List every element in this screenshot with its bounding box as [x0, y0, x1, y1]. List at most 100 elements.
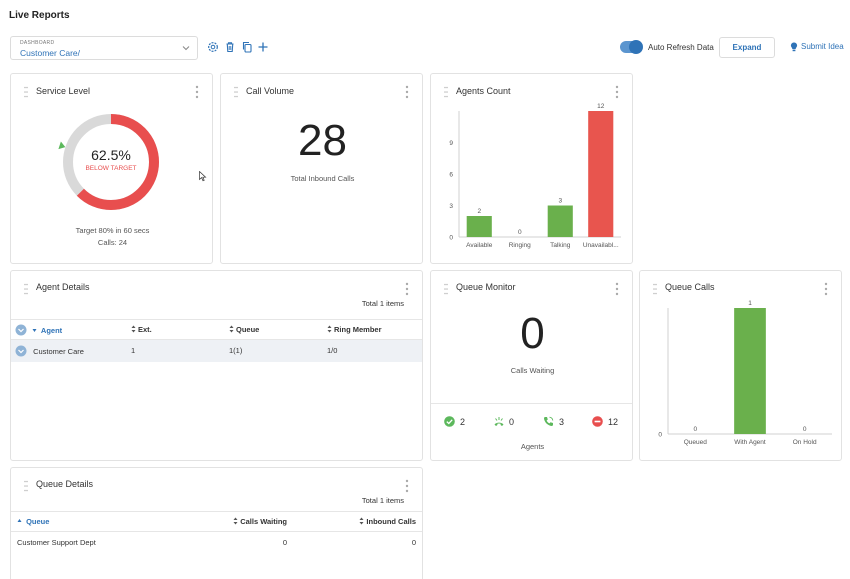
agents-count-card: Agents Count 0 3 6 9 2 Available 0 Ringing 3 Talk… [430, 73, 633, 264]
call-volume-card: Call Volume 28 Total Inbound Calls [220, 73, 423, 264]
gear-icon[interactable] [207, 41, 219, 53]
more-options-icon[interactable] [405, 85, 409, 99]
bar-value-label: 3 [558, 198, 562, 205]
col-header-agent[interactable]: Agent [11, 319, 131, 340]
gauge-value-arc [63, 114, 159, 210]
toggle-knob [629, 40, 643, 54]
x-tick-label: Available [466, 242, 493, 249]
agent-details-table: Agent Ext. Queue Ring Member Customer Ca… [11, 319, 422, 362]
available-check-icon [444, 416, 455, 427]
sort-asc-icon [17, 519, 22, 522]
queue-calls-card: Queue Calls 0 0 Queued 1 With Agent 0 On Hold [639, 270, 842, 461]
divider [431, 403, 632, 404]
x-tick-label: Unavailabl... [583, 242, 619, 249]
service-level-status: BELOW TARGET [85, 165, 137, 172]
more-options-icon[interactable] [195, 85, 199, 99]
bar [466, 216, 492, 237]
ext-cell: 1 [131, 346, 136, 356]
x-tick-label: Queued [684, 439, 708, 446]
more-options-icon[interactable] [405, 282, 409, 296]
dashboard-select-label: DASHBOARD [20, 40, 55, 46]
col-header-ring-member[interactable]: Ring Member [327, 319, 422, 340]
copy-icon[interactable] [241, 41, 253, 53]
trash-icon[interactable] [224, 41, 236, 53]
drag-handle-icon[interactable] [444, 86, 448, 98]
lightbulb-icon [790, 42, 798, 52]
queue-calls-title: Queue Calls [665, 282, 715, 292]
service-level-calls: Calls: 24 [97, 238, 128, 247]
more-options-icon[interactable] [824, 282, 828, 296]
call-volume-title: Call Volume [246, 86, 295, 96]
table-row[interactable]: Customer Care 1 1(1) 1/0 [11, 339, 422, 362]
queue-monitor-card: Queue Monitor 0 Calls Waiting Agents [430, 270, 633, 461]
agents-count-chart: 0 3 6 9 2 Available 0 Ringing 3 Talking 12 Unavaila… [449, 103, 621, 249]
queue-monitor-caption: Calls Waiting [510, 366, 555, 375]
bar-value-label: 2 [477, 208, 481, 215]
sort-icon [327, 325, 332, 333]
service-level-gauge [58, 114, 159, 210]
drag-handle-icon[interactable] [234, 86, 238, 98]
x-tick-label: Ringing [509, 242, 531, 249]
unavailable-minus-icon [592, 416, 603, 427]
service-level-target: Target 80% in 60 secs [75, 226, 150, 235]
agents-count-title: Agents Count [456, 86, 511, 96]
agent-details-card: Agent Details Total 1 items Agent Ext. Q… [10, 270, 423, 461]
table-row[interactable]: Customer Support Dept 0 0 [11, 532, 422, 554]
drag-handle-icon[interactable] [444, 283, 448, 295]
col-header-queue[interactable]: Queue [11, 511, 191, 532]
add-icon[interactable] [257, 41, 269, 53]
ringing-phone-icon [494, 417, 504, 426]
more-options-icon[interactable] [615, 282, 619, 296]
y-tick-label: 3 [449, 203, 453, 210]
service-level-card: Service Level 62.5% BELOW TARGET Target … [10, 73, 213, 264]
mouse-cursor-icon [199, 171, 207, 182]
more-options-icon[interactable] [405, 479, 409, 493]
dashboard-select[interactable]: DASHBOARD Customer Care/ [10, 36, 198, 60]
talking-phone-icon [544, 416, 554, 426]
more-options-icon[interactable] [615, 85, 619, 99]
drag-handle-icon[interactable] [653, 283, 657, 295]
expand-row-icon[interactable] [15, 345, 27, 357]
drag-handle-icon[interactable] [24, 86, 28, 98]
page-title: Live Reports [9, 10, 70, 21]
queue-monitor-title: Queue Monitor [456, 282, 516, 292]
queue-monitor-agents-label: Agents [520, 442, 545, 451]
bar-value-label: 0 [694, 426, 698, 433]
y-tick-label: 0 [658, 432, 662, 439]
col-header-queue[interactable]: Queue [229, 319, 327, 340]
bar-value-label: 1 [748, 300, 752, 307]
bar-value-label: 0 [518, 229, 522, 236]
drag-handle-icon[interactable] [24, 283, 28, 295]
sort-icon [233, 517, 238, 525]
col-header-ext[interactable]: Ext. [131, 319, 229, 340]
target-marker-icon [58, 141, 66, 150]
collapse-all-icon[interactable] [15, 324, 27, 336]
queue-details-total: Total 1 items [361, 496, 404, 505]
table-header-row: Agent Ext. Queue Ring Member [11, 319, 422, 340]
bar [734, 308, 766, 434]
bar-value-label: 12 [597, 103, 605, 110]
agent-details-title: Agent Details [36, 282, 90, 292]
x-tick-label: Talking [550, 242, 571, 249]
calls-waiting-cell: 0 [282, 538, 287, 548]
submit-idea-link[interactable]: Submit Idea [790, 42, 844, 52]
agent-cell: Customer Care [11, 340, 131, 362]
sort-desc-icon [32, 328, 37, 332]
service-level-percent: 62.5% [91, 147, 131, 163]
queue-details-title: Queue Details [36, 479, 94, 489]
queue-name-cell: Customer Support Dept [17, 538, 96, 548]
submit-idea-label: Submit Idea [801, 42, 844, 51]
drag-handle-icon[interactable] [24, 480, 28, 492]
queue-calls-chart: 0 0 Queued 1 With Agent 0 On Hold [658, 300, 832, 446]
col-header-inbound-calls[interactable]: Inbound Calls [287, 511, 422, 532]
bar [547, 205, 573, 237]
expand-button[interactable]: Expand [719, 37, 775, 58]
auto-refresh-toggle[interactable] [620, 40, 643, 54]
call-volume-caption: Total Inbound Calls [290, 174, 355, 183]
service-level-title: Service Level [36, 86, 91, 96]
ring-member-cell: 1/0 [327, 346, 338, 356]
col-header-calls-waiting[interactable]: Calls Waiting [191, 511, 287, 532]
sort-icon [229, 325, 234, 333]
queue-details-table: Queue Calls Waiting Inbound Calls Custom… [11, 511, 422, 554]
queue-cell: 1(1) [229, 346, 243, 356]
